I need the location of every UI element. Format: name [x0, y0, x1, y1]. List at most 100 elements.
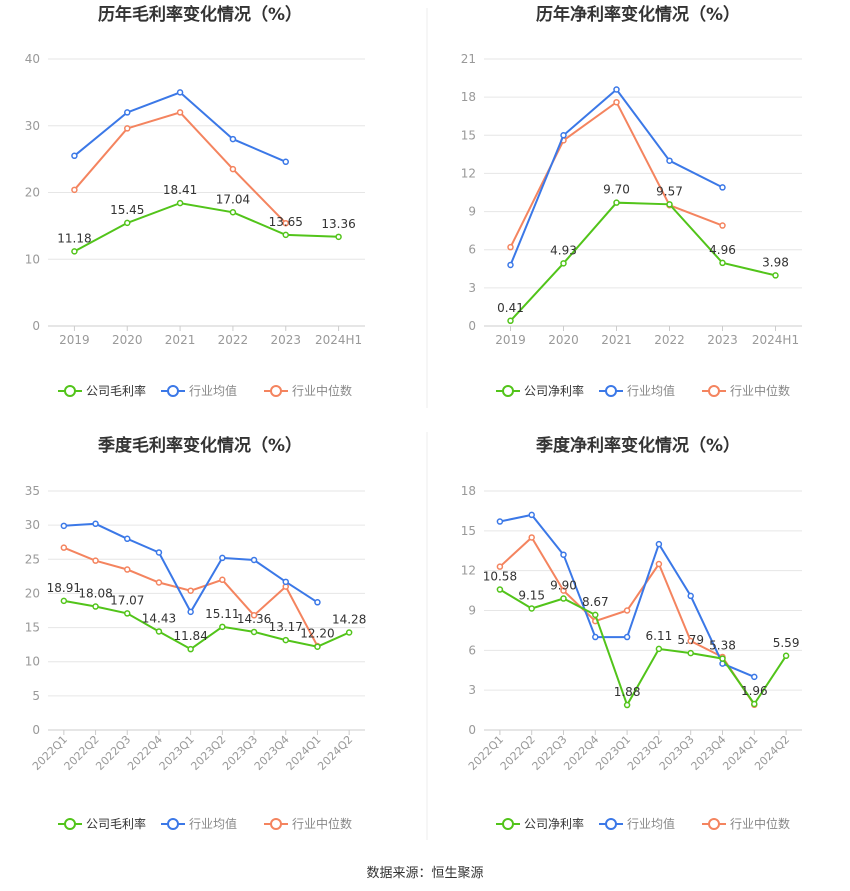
series-line-0 — [73, 202, 339, 253]
x-tick-label: 2022 — [654, 333, 685, 347]
data-point — [528, 511, 535, 519]
data-source-note: 数据来源：恒生聚源 — [366, 866, 484, 881]
data-point — [124, 610, 131, 617]
y-tick-label: 0 — [32, 723, 40, 737]
data-point — [124, 219, 131, 227]
chart-title: 季度净利率变化情况（%） — [536, 435, 740, 456]
x-tick-label: 2024H1 — [752, 333, 799, 347]
series-line-1 — [509, 88, 723, 266]
data-point — [92, 603, 99, 610]
data-label: 12.20 — [300, 627, 334, 641]
data-point — [314, 599, 321, 606]
legend-marker — [167, 385, 179, 397]
legend-marker — [64, 385, 76, 397]
data-label: 5.38 — [709, 639, 736, 653]
data-point — [507, 317, 514, 325]
data-label: 9.57 — [656, 184, 683, 198]
legend-label: 公司净利率 — [524, 816, 584, 831]
data-label: 11.18 — [57, 231, 91, 245]
data-label: 6.11 — [646, 629, 673, 643]
x-tick-label: 2021 — [601, 333, 632, 347]
y-tick-label: 9 — [468, 604, 476, 618]
data-point — [687, 649, 694, 657]
chart-panel-4: 季度净利率变化情况（%）03691215182022Q12022Q22022Q3… — [461, 435, 802, 831]
y-tick-label: 40 — [25, 52, 40, 66]
data-point — [560, 132, 567, 139]
data-label: 14.36 — [237, 612, 271, 626]
y-tick-label: 30 — [25, 518, 40, 532]
y-tick-label: 12 — [461, 564, 476, 578]
y-tick-label: 20 — [25, 586, 40, 600]
legend-label: 行业均值 — [627, 383, 675, 398]
y-tick-label: 3 — [468, 683, 476, 697]
data-point — [655, 645, 663, 653]
legend-label: 行业均值 — [627, 816, 675, 831]
data-label: 10.58 — [483, 570, 517, 584]
x-tick-label: 2021 — [165, 333, 196, 347]
series-line-0 — [499, 588, 787, 708]
y-tick-label: 15 — [25, 621, 40, 635]
x-tick-label: 2024Q2 — [752, 733, 792, 773]
data-label: 13.36 — [321, 217, 355, 231]
series-line-2 — [499, 535, 756, 706]
data-point — [124, 109, 131, 116]
x-tick-label: 2024Q2 — [315, 733, 355, 773]
chart-panel-2: 历年净利率变化情况（%） 0 3 6 9 12 15 18 21 2019 2020 2021 2022… — [461, 4, 802, 398]
legend-label: 行业均值 — [189, 383, 237, 398]
data-point — [124, 125, 131, 132]
legend-marker — [270, 385, 282, 397]
data-point — [71, 186, 78, 194]
data-label: 1.88 — [614, 685, 641, 699]
series-line-2 — [509, 100, 723, 248]
legend-label: 行业中位数 — [292, 383, 352, 398]
legend-marker — [502, 818, 514, 830]
y-tick-label: 15 — [461, 524, 476, 538]
data-label: 15.11 — [205, 607, 239, 621]
data-point — [176, 199, 184, 207]
data-point — [219, 576, 226, 584]
data-point — [187, 587, 194, 594]
data-label: 9.70 — [603, 183, 630, 197]
y-tick-label: 10 — [25, 655, 40, 669]
data-point — [250, 628, 258, 636]
chart-title: 季度毛利率变化情况（%） — [98, 435, 302, 456]
data-label: 9.90 — [550, 579, 577, 593]
data-point — [666, 201, 673, 208]
data-point — [229, 209, 237, 216]
data-point — [282, 636, 289, 644]
data-point — [560, 587, 567, 594]
series-line-0 — [509, 201, 776, 322]
legend-label: 行业中位数 — [730, 383, 790, 398]
data-point — [187, 645, 194, 653]
data-point — [92, 557, 99, 564]
data-point — [282, 219, 289, 227]
data-point — [335, 233, 342, 241]
data-point — [592, 611, 599, 619]
y-tick-label: 0 — [468, 319, 476, 333]
data-label: 1.96 — [741, 684, 768, 698]
data-point — [528, 534, 535, 541]
data-label: 9.15 — [518, 589, 545, 603]
data-label: 17.07 — [110, 593, 144, 607]
y-tick-label: 20 — [25, 186, 40, 200]
legend-marker — [167, 818, 179, 830]
data-point — [282, 158, 289, 166]
data-point — [613, 199, 620, 206]
y-tick-label: 5 — [32, 689, 40, 703]
data-label: 18.08 — [78, 587, 112, 601]
data-point — [155, 579, 163, 586]
y-tick-label: 9 — [468, 205, 476, 219]
data-label: 15.45 — [110, 203, 144, 217]
data-point — [751, 673, 758, 681]
data-point — [751, 700, 758, 708]
data-point — [560, 260, 567, 267]
data-point — [719, 222, 726, 229]
data-point — [155, 549, 163, 556]
data-point — [782, 652, 790, 660]
data-label: 8.67 — [582, 595, 609, 609]
data-point — [60, 522, 68, 530]
data-point — [219, 623, 226, 631]
data-point — [345, 629, 353, 636]
y-tick-label: 25 — [25, 552, 40, 566]
series-line-1 — [73, 91, 287, 163]
